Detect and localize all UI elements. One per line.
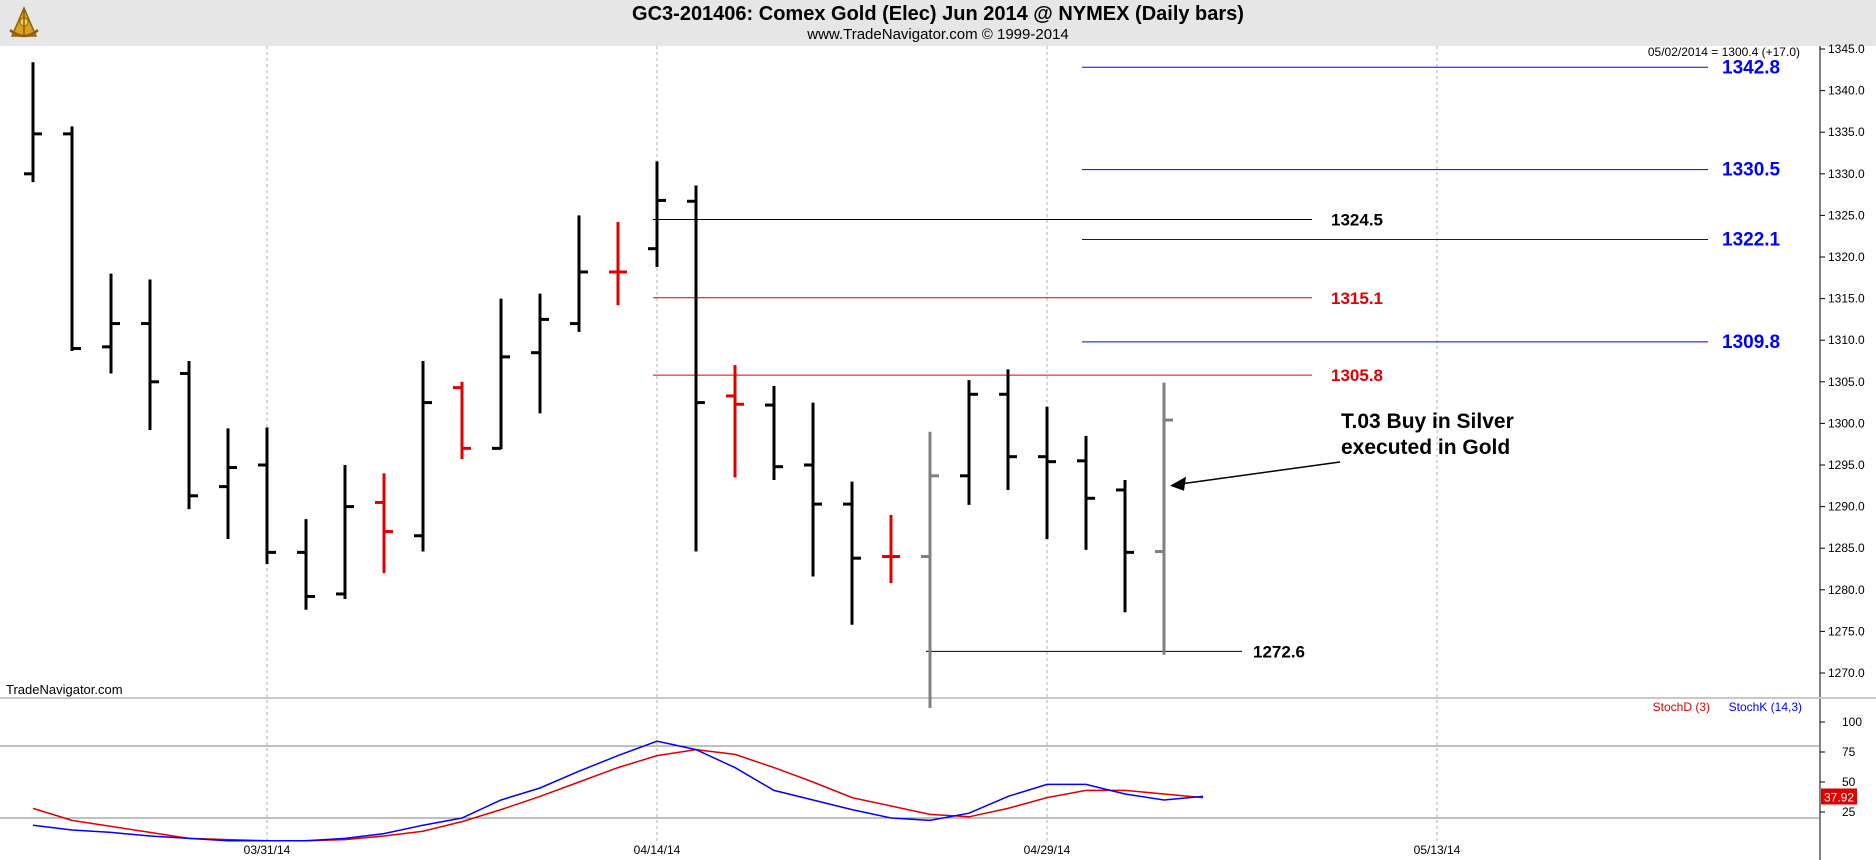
- price-tick-label: 1285.0: [1828, 541, 1865, 555]
- grid-lines: [0, 46, 1876, 860]
- price-tick-label: 1290.0: [1828, 500, 1865, 514]
- level-label: 1272.6: [1253, 642, 1305, 661]
- price-tick-label: 1280.0: [1828, 583, 1865, 597]
- last-price-info: 05/02/2014 = 1300.4 (+17.0): [1648, 45, 1800, 59]
- legend-stoch-d: StochD (3): [1653, 700, 1710, 714]
- level-label: 1309.8: [1722, 332, 1780, 353]
- price-axis: 1345.0 1340.0 1335.0 1330.0 1325.0 1320.0 1315…: [1820, 42, 1865, 680]
- date-tick-label: 04/14/14: [634, 843, 681, 857]
- price-tick-label: 1270.0: [1828, 666, 1865, 680]
- price-bars: [24, 62, 1173, 708]
- annotation: T.03 Buy in Silver executed in Gold: [1170, 410, 1514, 491]
- level-lines: 1342.8 1330.5 1322.1 1309.8 1324.5 1315.1 1305…: [653, 57, 1781, 661]
- stoch-tick-label: 100: [1842, 715, 1862, 729]
- price-tick-label: 1325.0: [1828, 208, 1865, 222]
- date-tick-label: 04/29/14: [1024, 843, 1071, 857]
- chart-title: GC3-201406: Comex Gold (Elec) Jun 2014 @…: [632, 3, 1244, 25]
- level-label: 1315.1: [1331, 289, 1383, 308]
- watermark: TradeNavigator.com: [6, 682, 123, 697]
- level-label: 1342.8: [1722, 57, 1780, 78]
- annotation-arrow: [1181, 461, 1341, 485]
- price-tick-label: 1340.0: [1828, 84, 1865, 98]
- stoch-last-value-label: 37.92: [1824, 790, 1854, 804]
- annotation-text: T.03 Buy in Silver: [1341, 410, 1514, 433]
- stoch-series-line: [32, 740, 1204, 842]
- date-tick-label: 05/13/14: [1414, 843, 1461, 857]
- date-axis: 03/31/14 04/14/14 04/29/14 05/13/14: [244, 843, 1461, 857]
- arrow-head-icon: [1170, 476, 1186, 491]
- stoch-tick-label: 50: [1842, 775, 1856, 789]
- legend-stoch-k: StochK (14,3): [1729, 700, 1802, 714]
- price-tick-label: 1275.0: [1828, 624, 1865, 638]
- chart-header: [0, 0, 1876, 46]
- price-tick-label: 1295.0: [1828, 458, 1865, 472]
- level-label: 1324.5: [1331, 211, 1383, 230]
- chart-subtitle: www.TradeNavigator.com © 1999-2014: [807, 26, 1069, 43]
- stochastic-panel: 100 75 50 25 StochD (3) StochK (14,3) 37.92: [0, 700, 1862, 842]
- stoch-last-value-badge: [1821, 788, 1857, 805]
- price-tick-label: 1320.0: [1828, 250, 1865, 264]
- price-tick-label: 1345.0: [1828, 42, 1865, 56]
- price-tick-label: 1300.0: [1828, 416, 1865, 430]
- stoch-tick-label: 75: [1842, 745, 1856, 759]
- level-label: 1322.1: [1722, 230, 1781, 251]
- price-tick-label: 1330.0: [1828, 167, 1865, 181]
- price-tick-label: 1310.0: [1828, 333, 1865, 347]
- date-tick-label: 03/31/14: [244, 843, 291, 857]
- price-tick-label: 1335.0: [1828, 125, 1865, 139]
- sextant-logo-icon: [4, 2, 44, 42]
- stoch-series-line: [32, 748, 1204, 842]
- annotation-text: executed in Gold: [1341, 436, 1510, 459]
- level-label: 1305.8: [1331, 366, 1383, 385]
- price-tick-label: 1305.0: [1828, 375, 1865, 389]
- level-label: 1330.5: [1722, 160, 1781, 181]
- price-tick-label: 1315.0: [1828, 292, 1865, 306]
- stoch-tick-label: 25: [1842, 805, 1856, 819]
